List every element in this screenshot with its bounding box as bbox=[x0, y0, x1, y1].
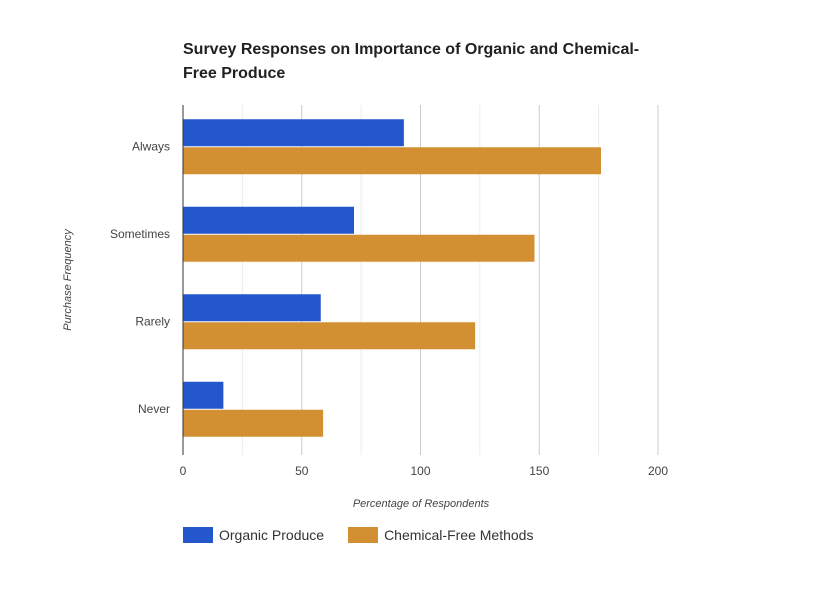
x-tick-label: 200 bbox=[648, 464, 668, 478]
bar-organic-produce-never[interactable] bbox=[183, 381, 224, 409]
legend-swatch-organic bbox=[183, 527, 213, 543]
bar-organic-produce-sometimes[interactable] bbox=[183, 206, 354, 234]
category-label-always: Always bbox=[132, 139, 170, 153]
x-tick-label: 100 bbox=[410, 464, 430, 478]
legend-item-chemical-free-methods[interactable]: Chemical-Free Methods bbox=[348, 527, 533, 543]
legend: Organic Produce Chemical-Free Methods bbox=[183, 527, 557, 543]
bar-chemical-free-methods-sometimes[interactable] bbox=[183, 234, 535, 262]
legend-label-organic: Organic Produce bbox=[219, 527, 325, 543]
category-label-never: Never bbox=[138, 402, 170, 416]
bar-chemical-free-methods-always[interactable] bbox=[183, 147, 601, 175]
category-label-rarely: Rarely bbox=[135, 314, 170, 328]
bar-organic-produce-rarely[interactable] bbox=[183, 294, 321, 322]
legend-item-organic-produce[interactable]: Organic Produce bbox=[183, 527, 324, 543]
x-axis-title: Percentage of Respondents bbox=[353, 498, 490, 510]
bars bbox=[183, 119, 601, 437]
x-tick-label: 50 bbox=[295, 464, 309, 478]
x-tick-label: 150 bbox=[529, 464, 549, 478]
category-label-sometimes: Sometimes bbox=[110, 227, 170, 241]
bar-chemical-free-methods-never[interactable] bbox=[183, 409, 324, 437]
x-tick-label: 0 bbox=[180, 464, 187, 478]
chart-title: Survey Responses on Importance of Organi… bbox=[183, 41, 640, 82]
x-tick-labels: 0 50 100 150 200 bbox=[180, 464, 669, 478]
bar-chemical-free-methods-rarely[interactable] bbox=[183, 322, 476, 350]
y-axis-title: Purchase Frequency bbox=[62, 228, 74, 331]
legend-swatch-chemical-free bbox=[348, 527, 379, 543]
category-labels: Always Sometimes Rarely Never bbox=[110, 139, 170, 416]
bar-organic-produce-always[interactable] bbox=[183, 119, 404, 147]
legend-label-chemical-free: Chemical-Free Methods bbox=[384, 527, 534, 543]
